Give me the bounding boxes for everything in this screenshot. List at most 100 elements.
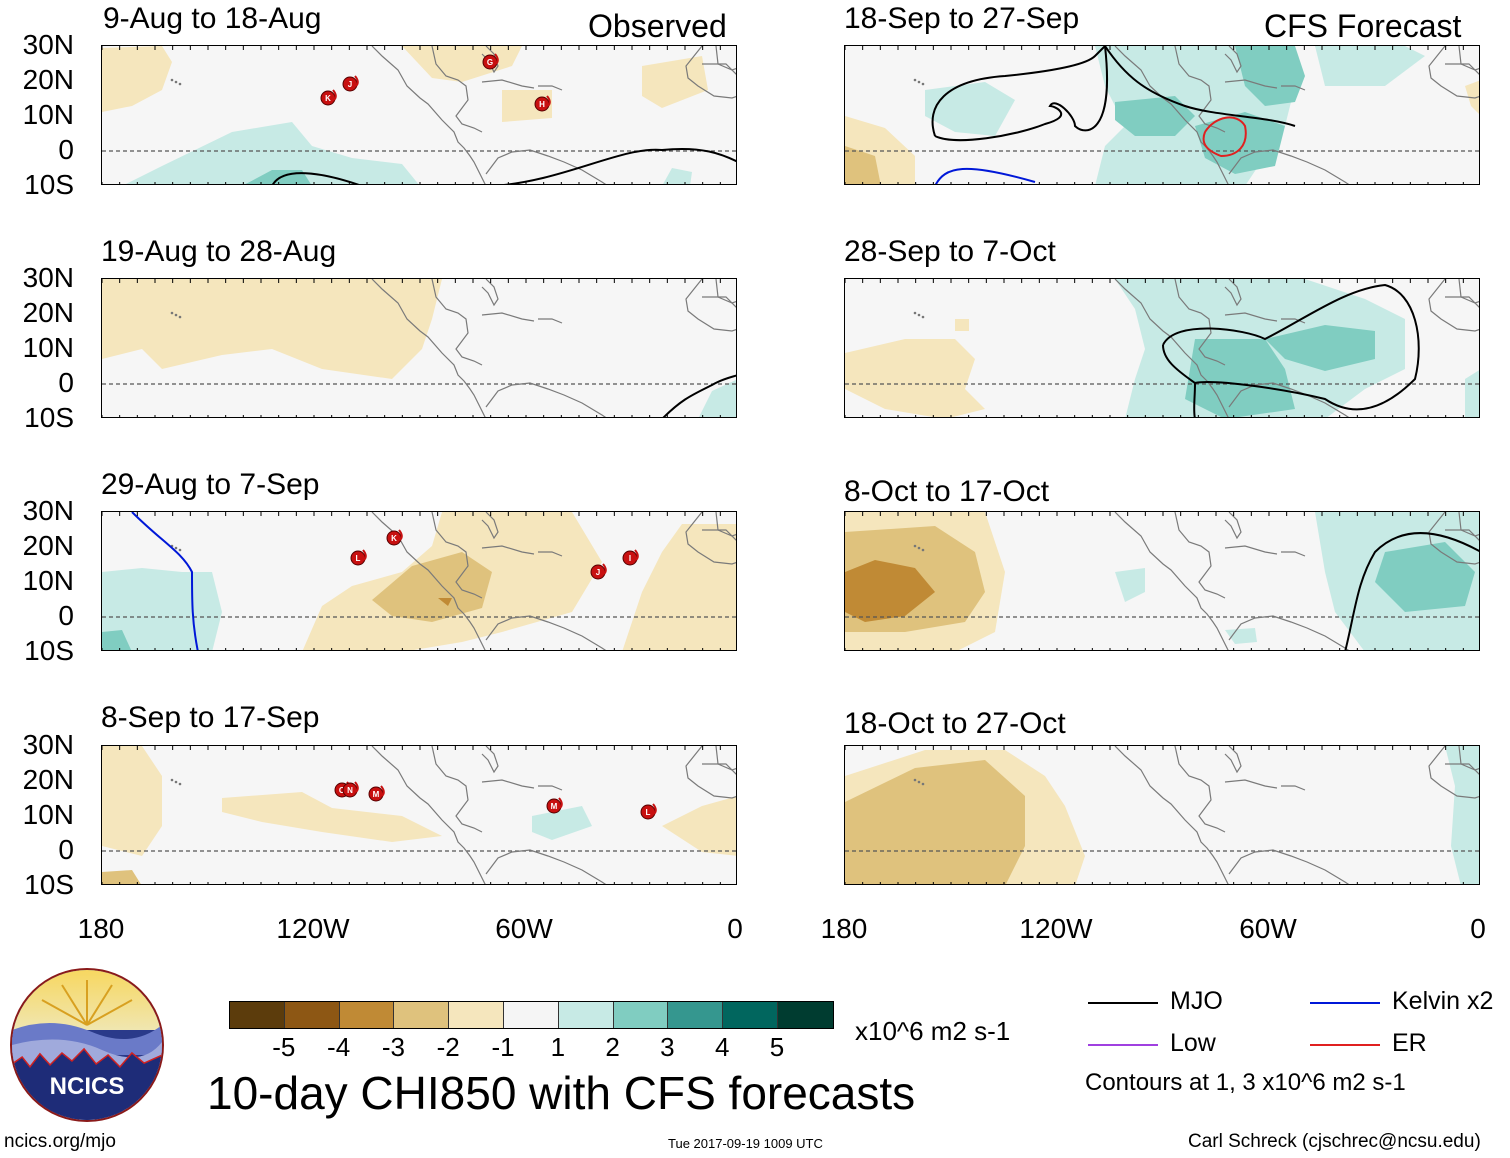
y-tick-label: 10S [24, 869, 74, 900]
anomaly-shading-region [102, 279, 442, 379]
y-tick-label: 10S [24, 169, 74, 200]
island [170, 778, 174, 782]
coastline [481, 746, 499, 774]
legend-label-low: Low [1170, 1029, 1216, 1057]
legend-line-er [1310, 1044, 1380, 1046]
y-tick-label: 30N [22, 262, 74, 293]
anomaly-shading-region [438, 598, 452, 606]
island [174, 80, 178, 84]
coastline [538, 785, 563, 791]
coastline [1224, 746, 1242, 774]
wave-contour [931, 46, 1106, 137]
anomaly-shading-region [699, 379, 736, 417]
storm-letter: L [356, 554, 361, 563]
island [913, 311, 917, 315]
x-tick-180-right: 180 [820, 913, 868, 944]
island [170, 311, 174, 315]
coastline [431, 746, 483, 833]
island [174, 313, 178, 317]
wave-contour [503, 147, 736, 184]
island [174, 546, 178, 550]
storm-letter: J [596, 568, 600, 577]
tropical-cyclone-marker: L [350, 549, 367, 566]
anomaly-shading-region [402, 46, 522, 82]
coastline [1174, 279, 1226, 366]
colorbar-tick-label: -3 [381, 1032, 405, 1062]
y-tick-label: 10S [24, 402, 74, 433]
y-tick-label: 20N [22, 297, 74, 328]
coastline [538, 318, 563, 324]
anomaly-shading-region [1265, 325, 1375, 371]
logo-text: NCICS [50, 1073, 125, 1100]
coastline [1228, 849, 1350, 884]
x-tick-120w-left: 120W [276, 913, 350, 944]
island [178, 548, 182, 552]
anomaly-shading-region [102, 746, 162, 856]
y-tick-label: 0 [58, 134, 74, 165]
tropical-cyclone-marker: H [534, 95, 551, 112]
storm-letter: K [325, 94, 331, 103]
y-tick-label: 10N [22, 799, 74, 830]
colorbar-tick-label: -1 [491, 1032, 515, 1062]
tropical-cyclone-marker: K [386, 529, 403, 546]
wave-contour [935, 167, 1036, 184]
panel-title-4: 8-Sep to 17-Sep [101, 701, 320, 734]
island [921, 548, 925, 552]
y-tick-label: 10N [22, 565, 74, 596]
coastline [1228, 149, 1350, 184]
coastline [1281, 551, 1306, 557]
island [174, 780, 178, 784]
wave-contour [272, 172, 360, 184]
tropical-cyclone-marker: I [622, 549, 639, 566]
storm-letter: I [629, 554, 631, 563]
coastline [538, 551, 563, 557]
island [178, 82, 182, 86]
wave-contour [1104, 46, 1296, 127]
colorbar-swatch [723, 1002, 778, 1028]
coastline [1224, 545, 1278, 555]
chart-main-title: 10-day CHI850 with CFS forecasts [207, 1067, 916, 1119]
coastline [431, 279, 483, 366]
anomaly-shading-region [1375, 542, 1475, 612]
footer-url: ncics.org/mjo [4, 1131, 116, 1152]
coastline [1174, 746, 1226, 833]
tropical-cyclone-marker: G [482, 53, 499, 70]
y-tick-label: 0 [58, 834, 74, 865]
map-canvas: L K J I [102, 512, 736, 650]
footer-author: Carl Schreck (cjschrec@ncsu.edu) [1188, 1131, 1481, 1152]
storm-letter: H [539, 100, 545, 109]
legend-line-mjo [1088, 1002, 1158, 1004]
y-tick-label: 0 [58, 600, 74, 631]
island [921, 782, 925, 786]
footer-timestamp: Tue 2017-09-19 1009 UTC [668, 1136, 823, 1151]
panel-title-3: 29-Aug to 7-Sep [101, 468, 320, 501]
x-tick-180-left: 180 [77, 913, 125, 944]
coastline [685, 512, 736, 565]
coastline [702, 529, 736, 541]
coastline [485, 382, 607, 417]
coastline [702, 296, 736, 308]
map-panel-1: K J G H [101, 45, 737, 185]
coastline [715, 512, 736, 537]
coastline [1281, 85, 1306, 91]
legend-label-mjo: MJO [1170, 987, 1223, 1015]
anomaly-shading-region [622, 524, 736, 650]
coastline [538, 85, 563, 91]
y-tick-label: 30N [22, 29, 74, 60]
anomaly-shading-region [1235, 46, 1305, 106]
coastline [1224, 79, 1278, 89]
legend-line-low [1088, 1044, 1158, 1046]
coastline [1228, 615, 1350, 650]
map-panel-7 [844, 511, 1480, 651]
coastline [1228, 382, 1350, 417]
map-canvas: O N M M L [102, 746, 736, 884]
island [170, 78, 174, 82]
coastline [485, 615, 607, 650]
anomaly-shading-region [532, 806, 592, 840]
storm-letter: O [339, 786, 345, 795]
colorbar-swatch [558, 1002, 614, 1028]
y-tick-label: 30N [22, 495, 74, 526]
island [917, 80, 921, 84]
colorbar-tick-label: 1 [550, 1032, 566, 1062]
map-panel-3: L K J I [101, 511, 737, 651]
